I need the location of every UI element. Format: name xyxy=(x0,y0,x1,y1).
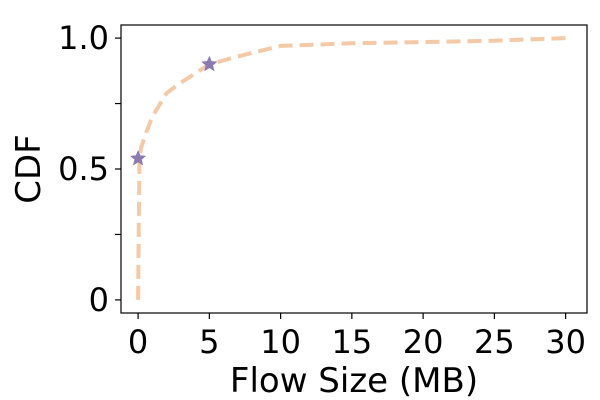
x-tick-label-10: 10 xyxy=(260,323,301,361)
markers-layer xyxy=(129,55,218,166)
x-tick-label-15: 15 xyxy=(332,323,373,361)
x-tick-label-25: 25 xyxy=(474,323,515,361)
x-tick-label-0: 0 xyxy=(128,323,148,361)
y-tick-label-0: 0 xyxy=(89,281,109,319)
y-axis-label: CDF xyxy=(9,134,49,203)
x-tick-label-5: 5 xyxy=(199,323,219,361)
y-tick-label-2: 0.5 xyxy=(58,150,109,188)
series-line-0 xyxy=(136,36,566,300)
x-axis: 0 5 10 15 20 25 30 xyxy=(128,313,586,361)
x-axis-label: Flow Size (MB) xyxy=(230,361,478,400)
y-tick-label-4: 1.0 xyxy=(58,19,109,57)
star-marker-1 xyxy=(201,55,218,72)
lines-layer xyxy=(136,36,566,300)
star-marker-0 xyxy=(129,149,147,166)
x-tick-label-20: 20 xyxy=(403,323,444,361)
y-axis: 0 0.5 1.0 xyxy=(58,19,121,319)
plot-frame xyxy=(120,24,588,314)
x-tick-label-30: 30 xyxy=(545,323,586,361)
